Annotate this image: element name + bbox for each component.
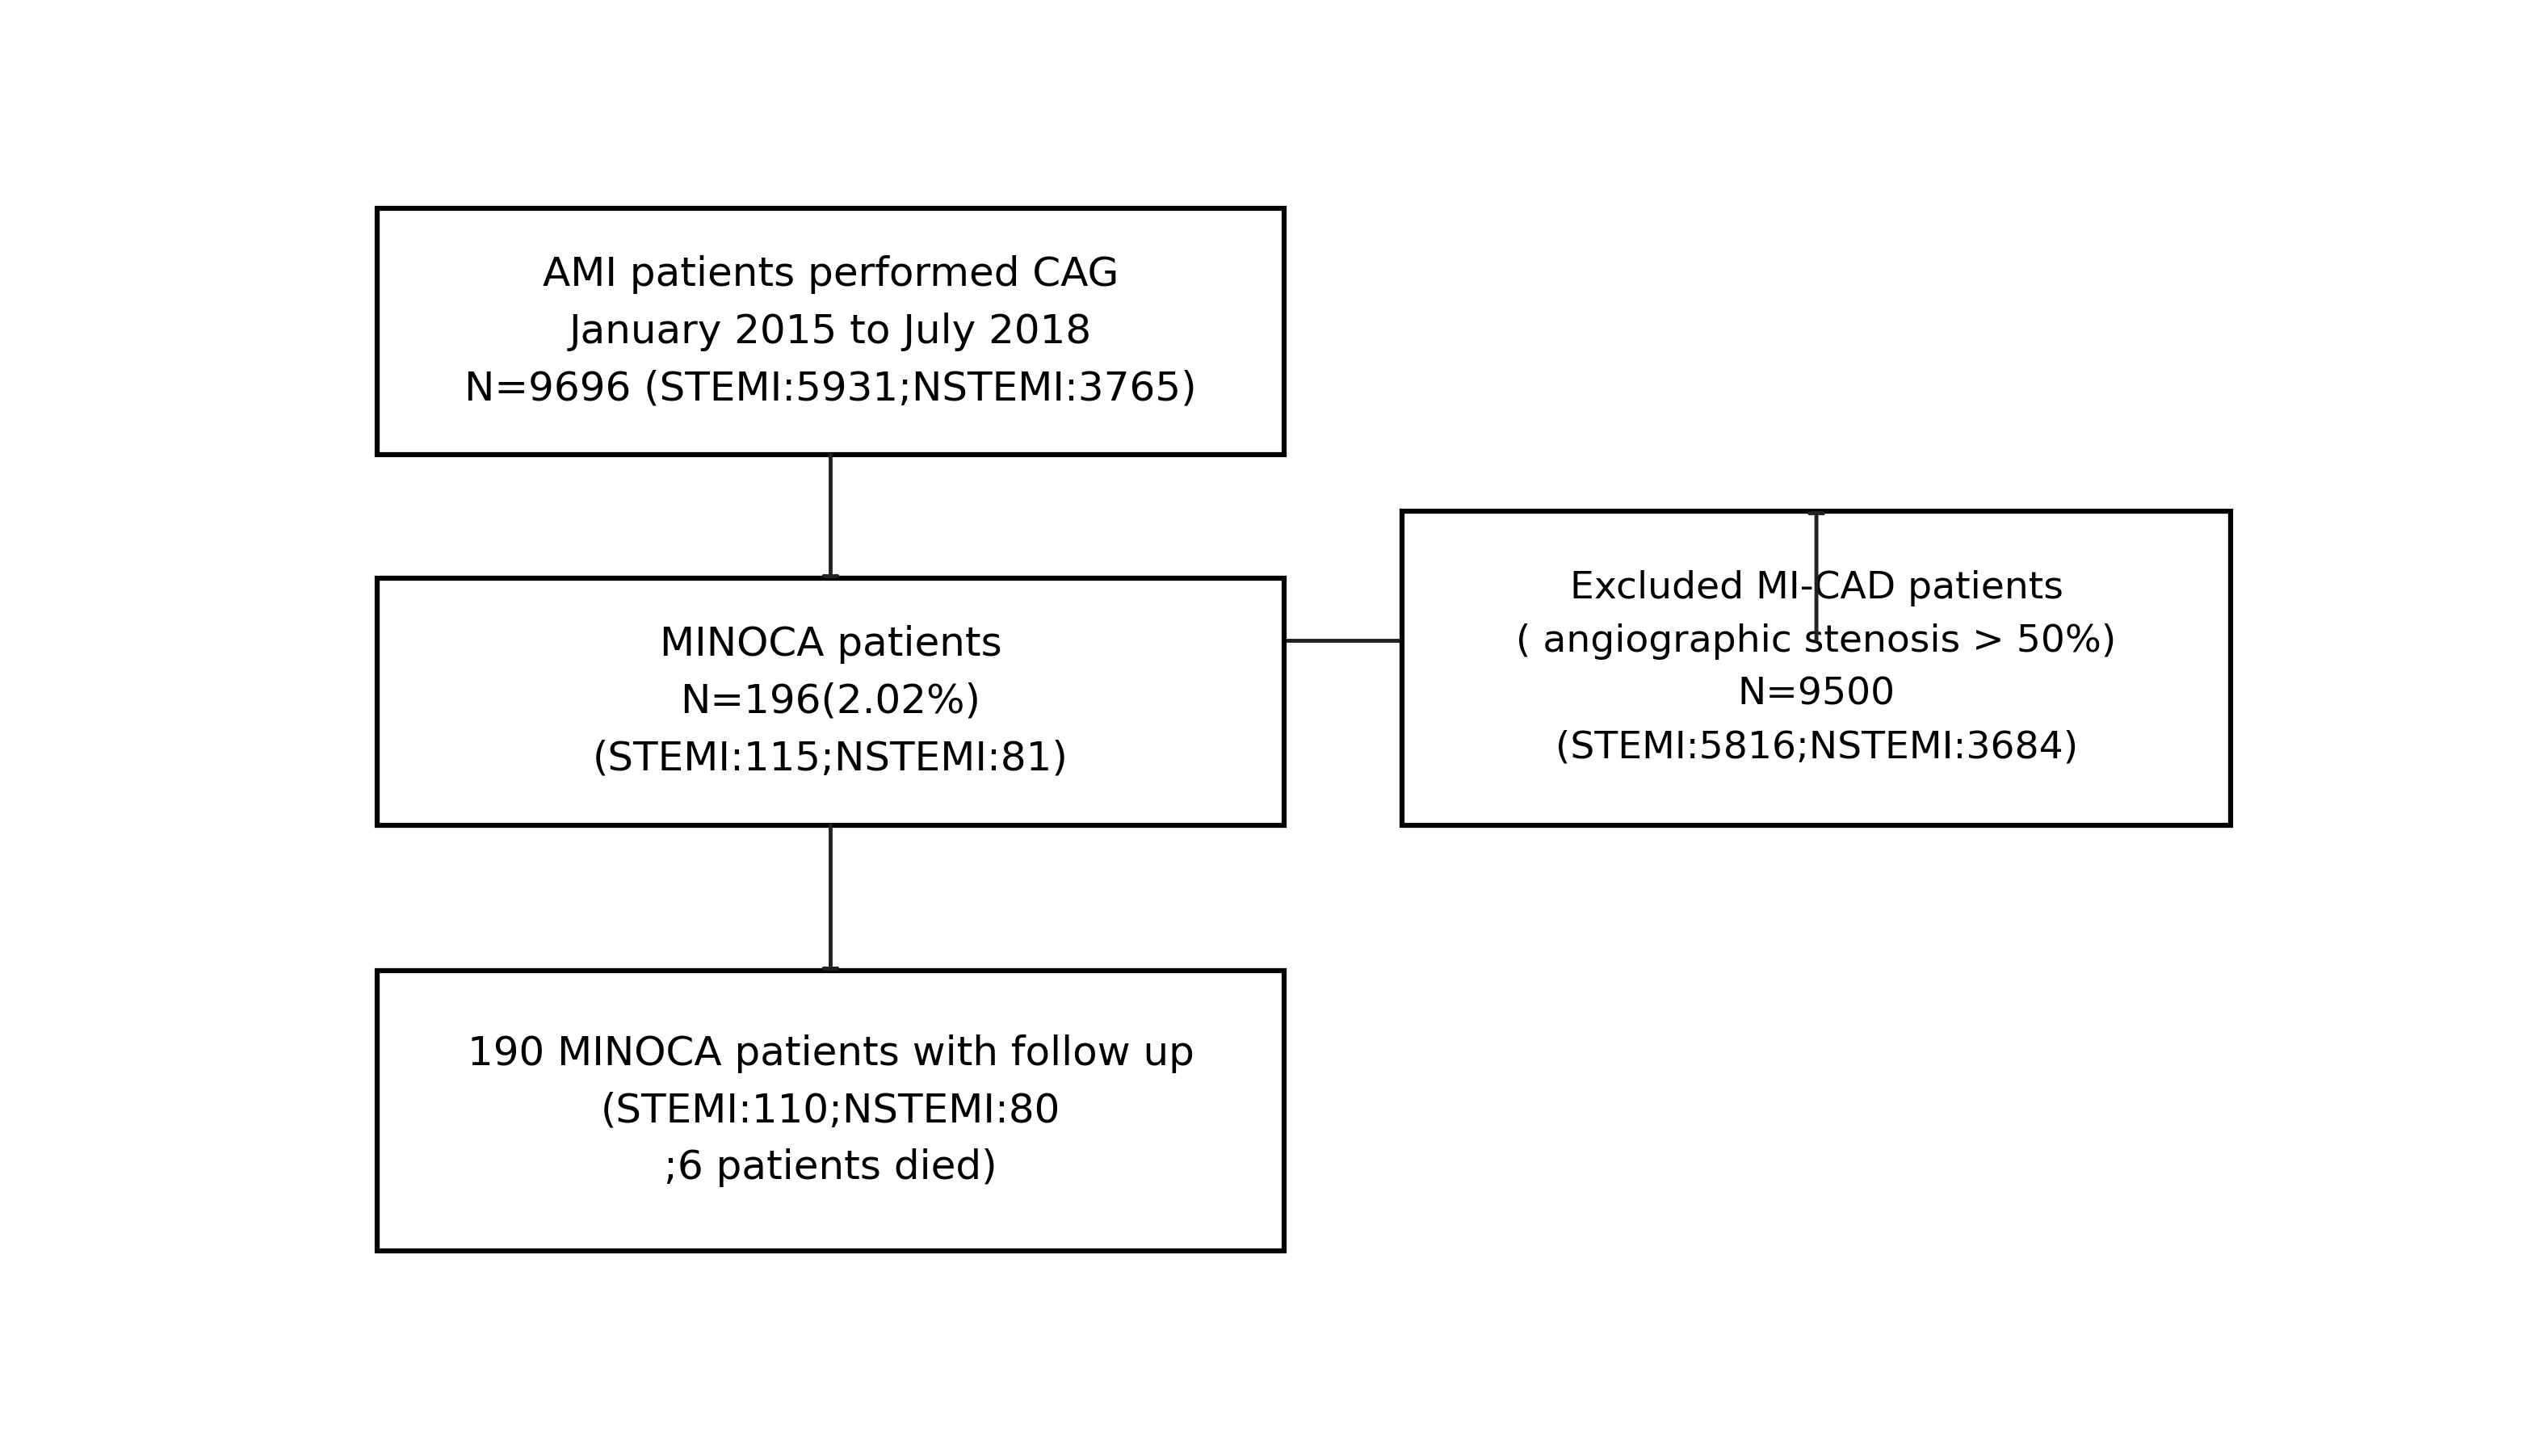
FancyBboxPatch shape [377, 971, 1285, 1251]
FancyBboxPatch shape [377, 208, 1285, 454]
Text: MINOCA patients
N=196(2.02%)
(STEMI:115;NSTEMI:81): MINOCA patients N=196(2.02%) (STEMI:115;… [593, 625, 1068, 778]
Text: AMI patients performed CAG
January 2015 to July 2018
N=9696 (STEMI:5931;NSTEMI:3: AMI patients performed CAG January 2015 … [466, 255, 1196, 408]
FancyBboxPatch shape [377, 578, 1285, 826]
Text: 190 MINOCA patients with follow up
(STEMI:110;NSTEMI:80
;6 patients died): 190 MINOCA patients with follow up (STEM… [468, 1034, 1193, 1188]
Text: Excluded MI-CAD patients
( angiographic stenosis > 50%)
N=9500
(STEMI:5816;NSTEM: Excluded MI-CAD patients ( angiographic … [1516, 569, 2117, 766]
FancyBboxPatch shape [1402, 511, 2231, 826]
